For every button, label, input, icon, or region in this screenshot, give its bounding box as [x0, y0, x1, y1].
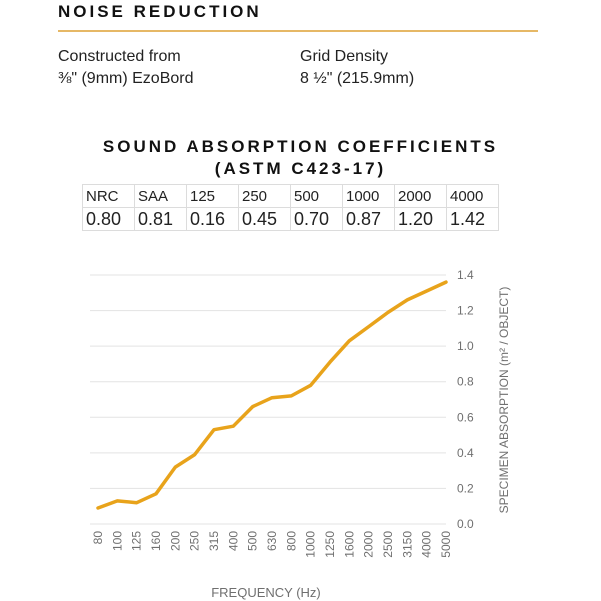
x-tick-label: 125 — [130, 531, 144, 551]
spec-construction: Constructed from ⅜" (9mm) EzoBord — [58, 46, 194, 90]
y-tick-label: 0.2 — [457, 481, 474, 495]
x-tick-label: 80 — [91, 531, 105, 545]
header-divider — [58, 30, 538, 32]
x-tick-label: 100 — [110, 531, 124, 551]
y-tick-label: 1.0 — [457, 339, 474, 353]
section-title: SOUND ABSORPTION COEFFICIENTS (ASTM C423… — [0, 136, 601, 180]
x-tick-label: 1600 — [342, 531, 356, 558]
x-tick-label: 3150 — [400, 531, 414, 558]
y-axis-label: SPECIMEN ABSORPTION (m² / OBJECT) — [497, 287, 511, 514]
spec-construction-label: Constructed from — [58, 48, 181, 65]
y-tick-label: 0.0 — [457, 517, 474, 531]
spec-grid-density: Grid Density 8 ½" (215.9mm) — [300, 46, 414, 90]
header-title: NOISE REDUCTION — [58, 2, 262, 21]
x-tick-label: 2000 — [362, 531, 376, 558]
coefficients-header-row: NRC SAA 125 250 500 1000 2000 4000 — [82, 184, 499, 208]
x-tick-label: 800 — [284, 531, 298, 551]
x-tick-label: 4000 — [420, 531, 434, 558]
x-tick-label: 160 — [149, 531, 163, 551]
x-tick-label: 200 — [168, 531, 182, 551]
y-tick-label: 0.8 — [457, 375, 474, 389]
section-title-line2: (ASTM C423-17) — [214, 159, 387, 178]
coef-value-cell: 0.45 — [238, 207, 291, 231]
y-tick-label: 0.4 — [457, 446, 474, 460]
coef-header-cell: 1000 — [342, 184, 395, 208]
coefficients-table: NRC SAA 125 250 500 1000 2000 4000 0.80 … — [82, 184, 499, 231]
coef-header-cell: SAA — [134, 184, 187, 208]
x-tick-label: 315 — [207, 531, 221, 551]
spec-grid-density-value: 8 ½" (215.9mm) — [300, 70, 415, 87]
spec-construction-value: ⅜" (9mm) EzoBord — [58, 70, 194, 87]
x-tick-label: 400 — [226, 531, 240, 551]
x-tick-label: 1250 — [323, 531, 337, 558]
coef-value-cell: 0.70 — [290, 207, 343, 231]
coef-value-cell: 0.87 — [342, 207, 395, 231]
x-tick-label: 250 — [188, 531, 202, 551]
coef-header-cell: 4000 — [446, 184, 499, 208]
coefficients-value-row: 0.80 0.81 0.16 0.45 0.70 0.87 1.20 1.42 — [82, 207, 499, 231]
y-tick-label: 0.6 — [457, 410, 474, 424]
x-tick-label: 2500 — [381, 531, 395, 558]
x-tick-label: 630 — [265, 531, 279, 551]
x-tick-label: 5000 — [439, 531, 453, 558]
x-axis-label: FREQUENCY (Hz) — [211, 585, 321, 600]
absorption-series-line — [96, 280, 448, 510]
x-tick-label: 500 — [246, 531, 260, 551]
coef-value-cell: 1.42 — [446, 207, 499, 231]
spec-grid-density-label: Grid Density — [300, 48, 389, 65]
coef-header-cell: 500 — [290, 184, 343, 208]
y-tick-label: 1.2 — [457, 304, 474, 318]
y-tick-label: 1.4 — [457, 268, 474, 282]
coef-value-cell: 0.81 — [134, 207, 187, 231]
coef-header-cell: 2000 — [394, 184, 447, 208]
section-title-line1: SOUND ABSORPTION COEFFICIENTS — [102, 137, 499, 156]
coef-value-cell: 1.20 — [394, 207, 447, 231]
x-tick-label: 1000 — [304, 531, 318, 558]
coef-value-cell: 0.80 — [82, 207, 135, 231]
